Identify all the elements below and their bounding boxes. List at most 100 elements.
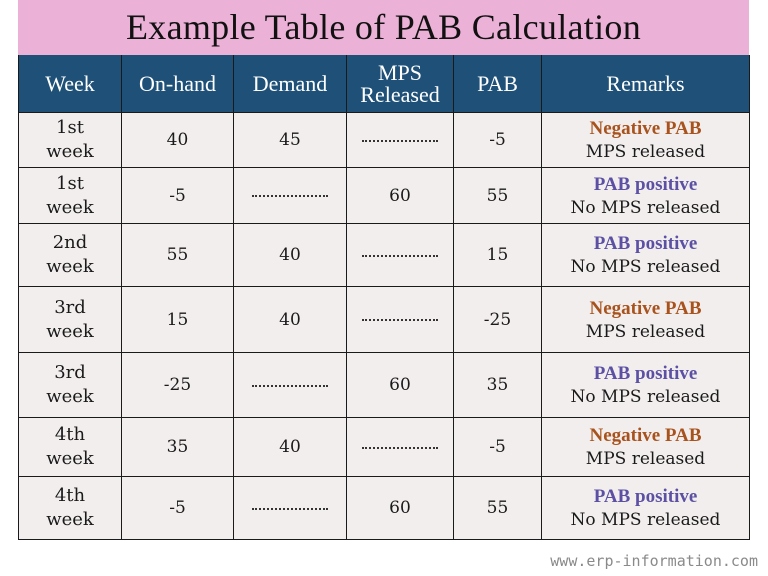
demand-value: 40 xyxy=(279,437,301,457)
cell-remarks: Negative PAB MPS released xyxy=(541,417,750,477)
cell-pab: 15 xyxy=(453,223,542,287)
remark-subtitle: MPS released xyxy=(585,321,706,342)
cell-mps-released xyxy=(346,223,454,287)
on-hand-value: 15 xyxy=(166,309,189,330)
table-row: 1st week -5 60 55 PAB positive No MPS released xyxy=(18,167,750,224)
pab-value: 15 xyxy=(486,245,509,265)
remark-subtitle: MPS released xyxy=(585,449,706,469)
remark-title: PAB positive xyxy=(593,173,698,195)
cell-demand: 40 xyxy=(233,286,347,353)
pab-value: -5 xyxy=(489,130,506,150)
pab-value: -5 xyxy=(489,437,506,457)
cell-demand xyxy=(233,167,347,224)
cell-remarks: PAB positive No MPS released xyxy=(541,352,750,418)
week-word: week xyxy=(46,141,94,162)
cell-week: 2nd week xyxy=(18,223,122,287)
empty-dotted-line xyxy=(252,195,328,197)
table-row: 4th week 35 40 -5 Negative PAB MPS released xyxy=(18,417,750,477)
on-hand-value: -5 xyxy=(169,498,186,518)
cell-pab: -5 xyxy=(453,417,542,477)
cell-remarks: Negative PAB MPS released xyxy=(541,286,750,353)
remark-subtitle: No MPS released xyxy=(570,510,721,530)
cell-remarks: Negative PAB MPS released xyxy=(541,112,750,168)
mps-released-value: 60 xyxy=(389,498,411,518)
header-remarks: Remarks xyxy=(541,55,750,113)
remark-subtitle: No MPS released xyxy=(570,387,721,407)
week-number: 1st xyxy=(56,117,84,138)
cell-week: 3rd week xyxy=(18,352,122,418)
pab-table: Week On-hand Demand MPS Released PAB Rem… xyxy=(18,55,750,540)
demand-value: 45 xyxy=(279,130,301,150)
remark-title: PAB positive xyxy=(593,233,698,254)
on-hand-value: 35 xyxy=(166,437,189,457)
week-word: week xyxy=(46,196,94,218)
week-number: 4th xyxy=(54,424,86,445)
watermark: www.erp-information.com xyxy=(550,552,758,570)
pab-value: 35 xyxy=(486,375,509,395)
week-word: week xyxy=(46,509,94,530)
header-mps-released: MPS Released xyxy=(346,55,454,113)
week-number: 3rd xyxy=(54,362,86,383)
remark-title: Negative PAB xyxy=(589,425,702,446)
cell-pab: 35 xyxy=(453,352,542,418)
table-header-row: Week On-hand Demand MPS Released PAB Rem… xyxy=(18,55,750,113)
empty-dotted-line xyxy=(252,507,328,510)
week-number: 3rd xyxy=(54,296,86,318)
cell-on-hand: 55 xyxy=(121,223,234,287)
cell-week: 1st week xyxy=(18,112,122,168)
cell-mps-released: 60 xyxy=(346,167,454,224)
week-word: week xyxy=(46,320,94,342)
table-row: 2nd week 55 40 15 PAB positive No MPS released xyxy=(18,223,750,287)
cell-on-hand: 40 xyxy=(121,112,234,168)
demand-value: 40 xyxy=(279,245,301,265)
on-hand-value: 55 xyxy=(166,245,189,265)
cell-week: 3rd week xyxy=(18,286,122,353)
table-row: 1st week 40 45 -5 Negative PAB MPS released xyxy=(18,112,750,168)
empty-dotted-line xyxy=(252,384,328,387)
cell-mps-released xyxy=(346,417,454,477)
header-mps-line1: MPS xyxy=(377,59,423,85)
cell-week: 4th week xyxy=(18,417,122,477)
remark-title: PAB positive xyxy=(593,486,698,507)
week-word: week xyxy=(46,256,94,277)
header-week: Week xyxy=(18,55,122,113)
mps-released-value: 60 xyxy=(389,375,411,395)
cell-on-hand: 35 xyxy=(121,417,234,477)
on-hand-value: -5 xyxy=(169,185,186,206)
cell-pab: 55 xyxy=(453,167,542,224)
cell-mps-released: 60 xyxy=(346,352,454,418)
pab-value: 55 xyxy=(486,498,509,518)
empty-dotted-line xyxy=(362,446,438,449)
remark-title: PAB positive xyxy=(593,363,698,384)
cell-remarks: PAB positive No MPS released xyxy=(541,167,750,224)
cell-pab: -5 xyxy=(453,112,542,168)
table-row: 4th week -5 60 55 PAB positive No MPS released xyxy=(18,476,750,540)
remark-title: Negative PAB xyxy=(589,118,702,139)
pab-value: -25 xyxy=(483,309,512,330)
cell-mps-released xyxy=(346,112,454,168)
pab-value: 55 xyxy=(486,185,509,206)
cell-remarks: PAB positive No MPS released xyxy=(541,223,750,287)
remark-subtitle: No MPS released xyxy=(570,257,721,277)
cell-week: 4th week xyxy=(18,476,122,540)
empty-dotted-line xyxy=(362,139,438,142)
cell-on-hand: -5 xyxy=(121,476,234,540)
cell-on-hand: -5 xyxy=(121,167,234,224)
table-row: 3rd week 15 40 -25 Negative PAB MPS released xyxy=(18,286,750,353)
week-word: week xyxy=(46,448,94,469)
cell-pab: 55 xyxy=(453,476,542,540)
header-mps-line2: Released xyxy=(360,81,440,107)
empty-dotted-line xyxy=(362,319,438,321)
week-word: week xyxy=(46,386,94,407)
demand-value: 40 xyxy=(279,309,301,330)
week-number: 4th xyxy=(54,485,86,506)
cell-demand xyxy=(233,352,347,418)
on-hand-value: -25 xyxy=(163,375,192,395)
table-row: 3rd week -25 60 35 PAB positive No MPS release… xyxy=(18,352,750,418)
remark-subtitle: No MPS released xyxy=(570,197,721,218)
cell-pab: -25 xyxy=(453,286,542,353)
week-number: 1st xyxy=(56,172,84,194)
cell-demand: 40 xyxy=(233,223,347,287)
header-on-hand: On-hand xyxy=(121,55,234,113)
remark-title: Negative PAB xyxy=(589,297,702,319)
